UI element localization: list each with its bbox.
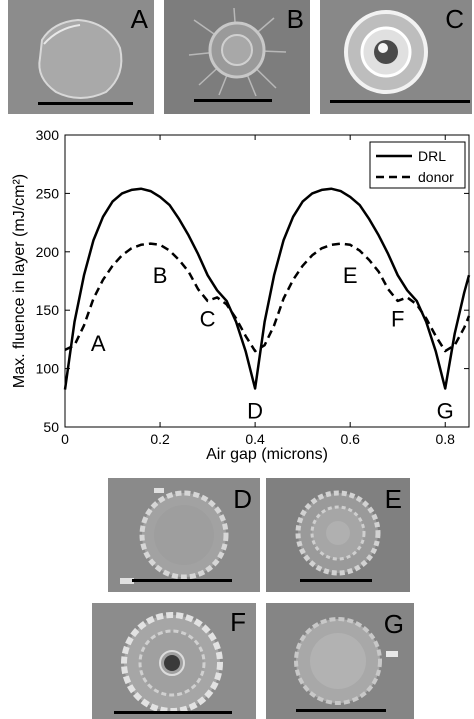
scale-bar-d (132, 579, 232, 582)
crater-c-image (320, 0, 472, 114)
sem-image-e: E (266, 478, 410, 592)
crater-d-image (108, 478, 260, 592)
annotation-e: E (343, 263, 358, 288)
y-tick-label: 300 (36, 127, 60, 143)
crater-b-image (164, 0, 310, 114)
panel-label-a: A (130, 4, 148, 34)
fluence-chart: 0 0.2 0.4 0.6 0.8 50 100 150 200 250 300 A B C D E F G A… (0, 120, 474, 505)
annotation-c: C (200, 306, 216, 331)
scale-bar-a (38, 102, 133, 105)
scale-bar-c (330, 100, 470, 103)
x-tick-label: 0.2 (150, 431, 170, 447)
sem-image-a: A (8, 0, 154, 114)
panel-label-d: D (233, 484, 252, 514)
annotation-f: F (391, 306, 404, 331)
y-tick-label: 150 (36, 302, 60, 318)
panel-label-g: G (383, 609, 404, 639)
panel-label-c: C (445, 4, 464, 34)
y-tick-label: 250 (36, 185, 60, 201)
legend-box (369, 141, 466, 189)
y-tick-label: 50 (43, 419, 59, 435)
crater-e-image (266, 478, 410, 592)
sem-image-c: C (320, 0, 472, 114)
sem-image-f: F (92, 603, 256, 719)
series-line-donor (64, 242, 471, 353)
crater-g-image (266, 603, 414, 719)
annotation-g: G (437, 399, 454, 424)
scale-bar-g (296, 709, 386, 712)
legend-label-drl: DRL (418, 148, 446, 164)
x-tick-label: 0 (61, 431, 69, 447)
x-tick-label: 0.4 (245, 431, 265, 447)
x-axis-label: Air gap (microns) (206, 446, 328, 463)
legend-label-donor: donor (418, 169, 454, 185)
annotation-a: A (91, 331, 106, 356)
sem-image-d: D (108, 478, 260, 592)
y-tick-label: 200 (36, 244, 60, 260)
y-axis-label: Max. fluence in layer (mJ/cm²) (11, 174, 28, 388)
panel-label-b: B (286, 4, 304, 34)
y-tick-label: 100 (36, 361, 60, 377)
crater-f-image (92, 603, 256, 719)
x-tick-label: 0.8 (436, 431, 456, 447)
sem-image-g: G (266, 603, 414, 719)
annotation-b: B (153, 263, 168, 288)
panel-label-e: E (384, 484, 402, 514)
scale-bar-f (114, 711, 232, 714)
annotation-d: D (247, 399, 263, 424)
crater-a-image (8, 0, 154, 114)
sem-image-b: B (164, 0, 310, 114)
x-tick-label: 0.6 (340, 431, 360, 447)
legend: DRL donor (369, 141, 466, 189)
scale-bar-e (300, 579, 372, 582)
series-line-drl (63, 187, 471, 390)
chart-svg: 0 0.2 0.4 0.6 0.8 50 100 150 200 250 300 A B C D E F G A… (11, 127, 471, 463)
panel-label-f: F (230, 607, 246, 637)
scale-bar-b (194, 99, 272, 102)
